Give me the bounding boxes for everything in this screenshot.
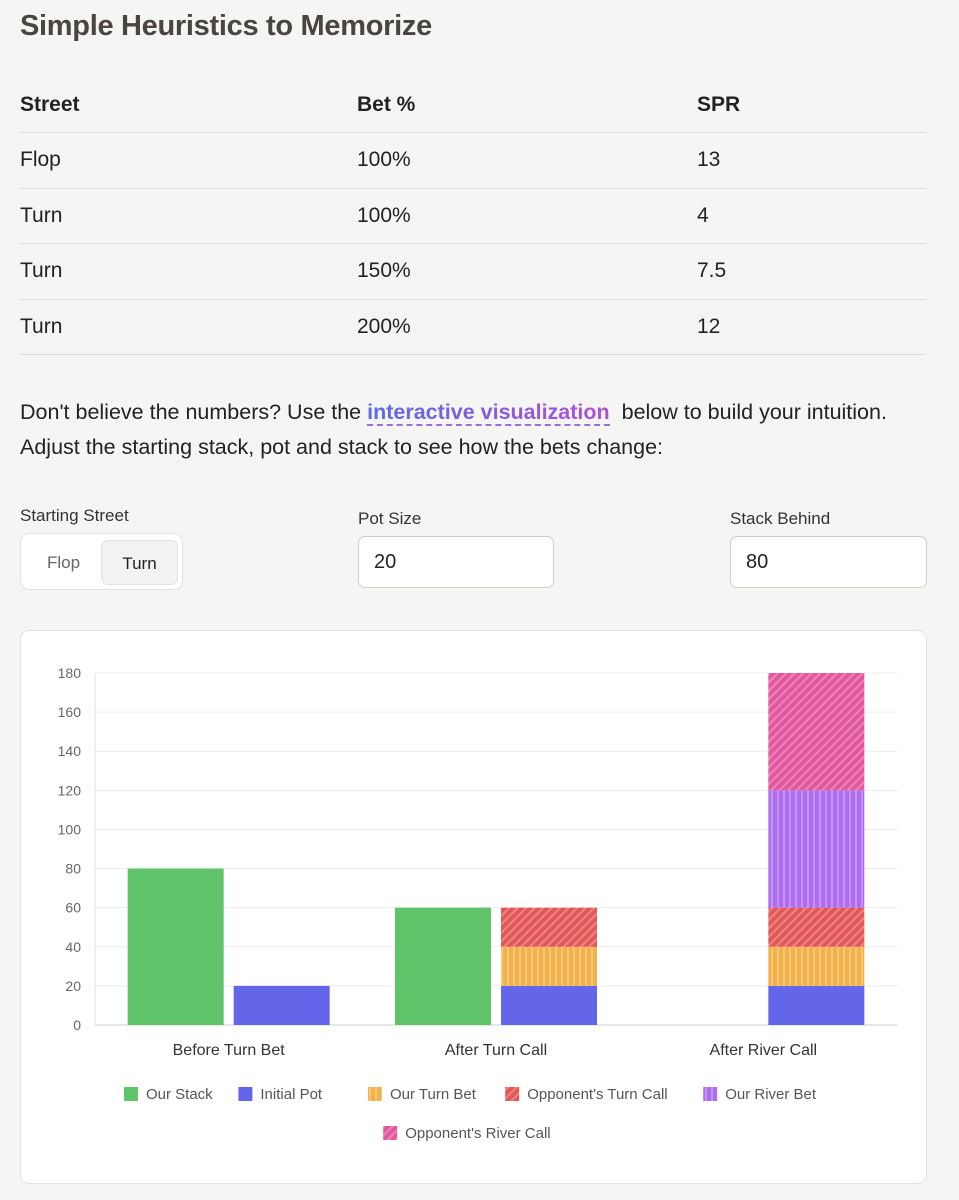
table-row: Turn 200% 12: [20, 299, 926, 355]
stacked-bar-chart: 0 20 40 60 80 100 120 140 160 180 Before Turn Bet A…: [58, 665, 897, 1142]
y-tick-label: 0: [73, 1017, 81, 1033]
table-cell-street: Flop: [20, 132, 357, 189]
y-tick-label: 180: [58, 665, 82, 681]
table-cell-bet-percent: 100%: [357, 132, 697, 189]
pot-size-label: Pot Size: [358, 509, 422, 528]
legend-label: Opponent's Turn Call: [527, 1086, 667, 1103]
y-tick-label: 100: [58, 821, 82, 837]
table-row: Turn 150% 7.5: [20, 243, 926, 300]
street-option-turn[interactable]: Turn: [101, 540, 178, 585]
bar-opponent-s-turn-call[interactable]: [768, 907, 865, 947]
y-tick-label: 120: [58, 782, 82, 798]
legend-label: Our Stack: [146, 1086, 213, 1103]
street-option-flop[interactable]: Flop: [46, 553, 81, 572]
intro-text-before: Don't believe the numbers? Use the: [20, 400, 368, 424]
pot-size-input[interactable]: [358, 536, 554, 588]
column-header-bet-percent: Bet %: [357, 77, 697, 133]
legend-item[interactable]: Opponent's River Call: [383, 1125, 551, 1142]
legend-swatch: [703, 1087, 718, 1101]
table-cell-spr: 13: [697, 132, 926, 189]
column-header-street: Street: [20, 77, 357, 133]
x-category-label: After Turn Call: [445, 1042, 547, 1059]
table-cell-spr: 12: [697, 299, 926, 355]
legend-label: Opponent's River Call: [405, 1125, 550, 1142]
x-category-label: After River Call: [710, 1042, 818, 1059]
bar-our-turn-bet[interactable]: [768, 946, 865, 986]
chart-card: 0 20 40 60 80 100 120 140 160 180 Before Turn Bet A…: [20, 630, 927, 1184]
legend-label: Our River Bet: [725, 1086, 817, 1103]
bar-initial-pot[interactable]: [501, 985, 597, 1025]
column-header-spr: SPR: [697, 77, 926, 133]
stack-behind-input[interactable]: [730, 536, 927, 588]
legend-swatch: [505, 1087, 520, 1101]
legend-swatch: [383, 1126, 398, 1140]
legend-swatch: [238, 1087, 253, 1101]
heuristics-table: Street Bet % SPR Flop 100% 13 Turn 100% …: [20, 77, 926, 355]
x-category-label: Before Turn Bet: [173, 1042, 286, 1059]
page-title: Simple Heuristics to Memorize: [20, 10, 432, 42]
starting-street-toggle: Flop Turn: [20, 533, 183, 590]
bar-opponent-s-river-call[interactable]: [768, 673, 865, 791]
table-cell-spr: 7.5: [697, 243, 926, 300]
legend-item[interactable]: Our Stack: [124, 1086, 213, 1103]
table-row: Turn 100% 4: [20, 188, 926, 244]
legend-swatch: [368, 1087, 382, 1101]
legend-label: Initial Pot: [260, 1086, 323, 1103]
y-tick-label: 80: [65, 861, 81, 877]
legend-label: Our Turn Bet: [390, 1086, 477, 1103]
table-row: Flop 100% 13: [20, 132, 926, 189]
y-tick-label: 160: [58, 704, 82, 720]
y-tick-label: 60: [65, 900, 81, 916]
legend-item[interactable]: Initial Pot: [238, 1086, 323, 1103]
table-cell-street: Turn: [20, 243, 357, 300]
bar-initial-pot[interactable]: [233, 985, 330, 1025]
bar-initial-pot[interactable]: [768, 985, 865, 1025]
bar-our-river-bet[interactable]: [768, 790, 865, 908]
y-tick-label: 140: [58, 743, 82, 759]
bar-our-stack[interactable]: [127, 868, 224, 1025]
legend-item[interactable]: Opponent's Turn Call: [505, 1086, 668, 1103]
intro-paragraph: Don't believe the numbers? Use the inter…: [20, 395, 920, 465]
table-cell-bet-percent: 100%: [357, 188, 697, 244]
y-tick-label: 20: [65, 978, 81, 994]
starting-street-label: Starting Street: [20, 506, 129, 525]
table-cell-street: Turn: [20, 299, 357, 355]
bar-our-stack[interactable]: [395, 907, 491, 1025]
intro-text-after: below to build your intuition. Adjust th…: [20, 400, 892, 459]
interactive-visualization-link[interactable]: interactive visualization: [367, 400, 610, 426]
legend-item[interactable]: Our River Bet: [703, 1086, 817, 1103]
legend-swatch: [124, 1087, 138, 1101]
bar-opponent-s-turn-call[interactable]: [501, 907, 597, 947]
legend-item[interactable]: Our Turn Bet: [368, 1086, 477, 1103]
table-header-row: Street Bet % SPR: [20, 77, 926, 133]
stack-behind-label: Stack Behind: [730, 509, 831, 528]
table-cell-bet-percent: 150%: [357, 243, 697, 300]
table-cell-street: Turn: [20, 188, 357, 244]
table-cell-bet-percent: 200%: [357, 299, 697, 355]
table-cell-spr: 4: [697, 188, 926, 244]
y-tick-label: 40: [65, 939, 81, 955]
bar-our-turn-bet[interactable]: [501, 946, 597, 986]
